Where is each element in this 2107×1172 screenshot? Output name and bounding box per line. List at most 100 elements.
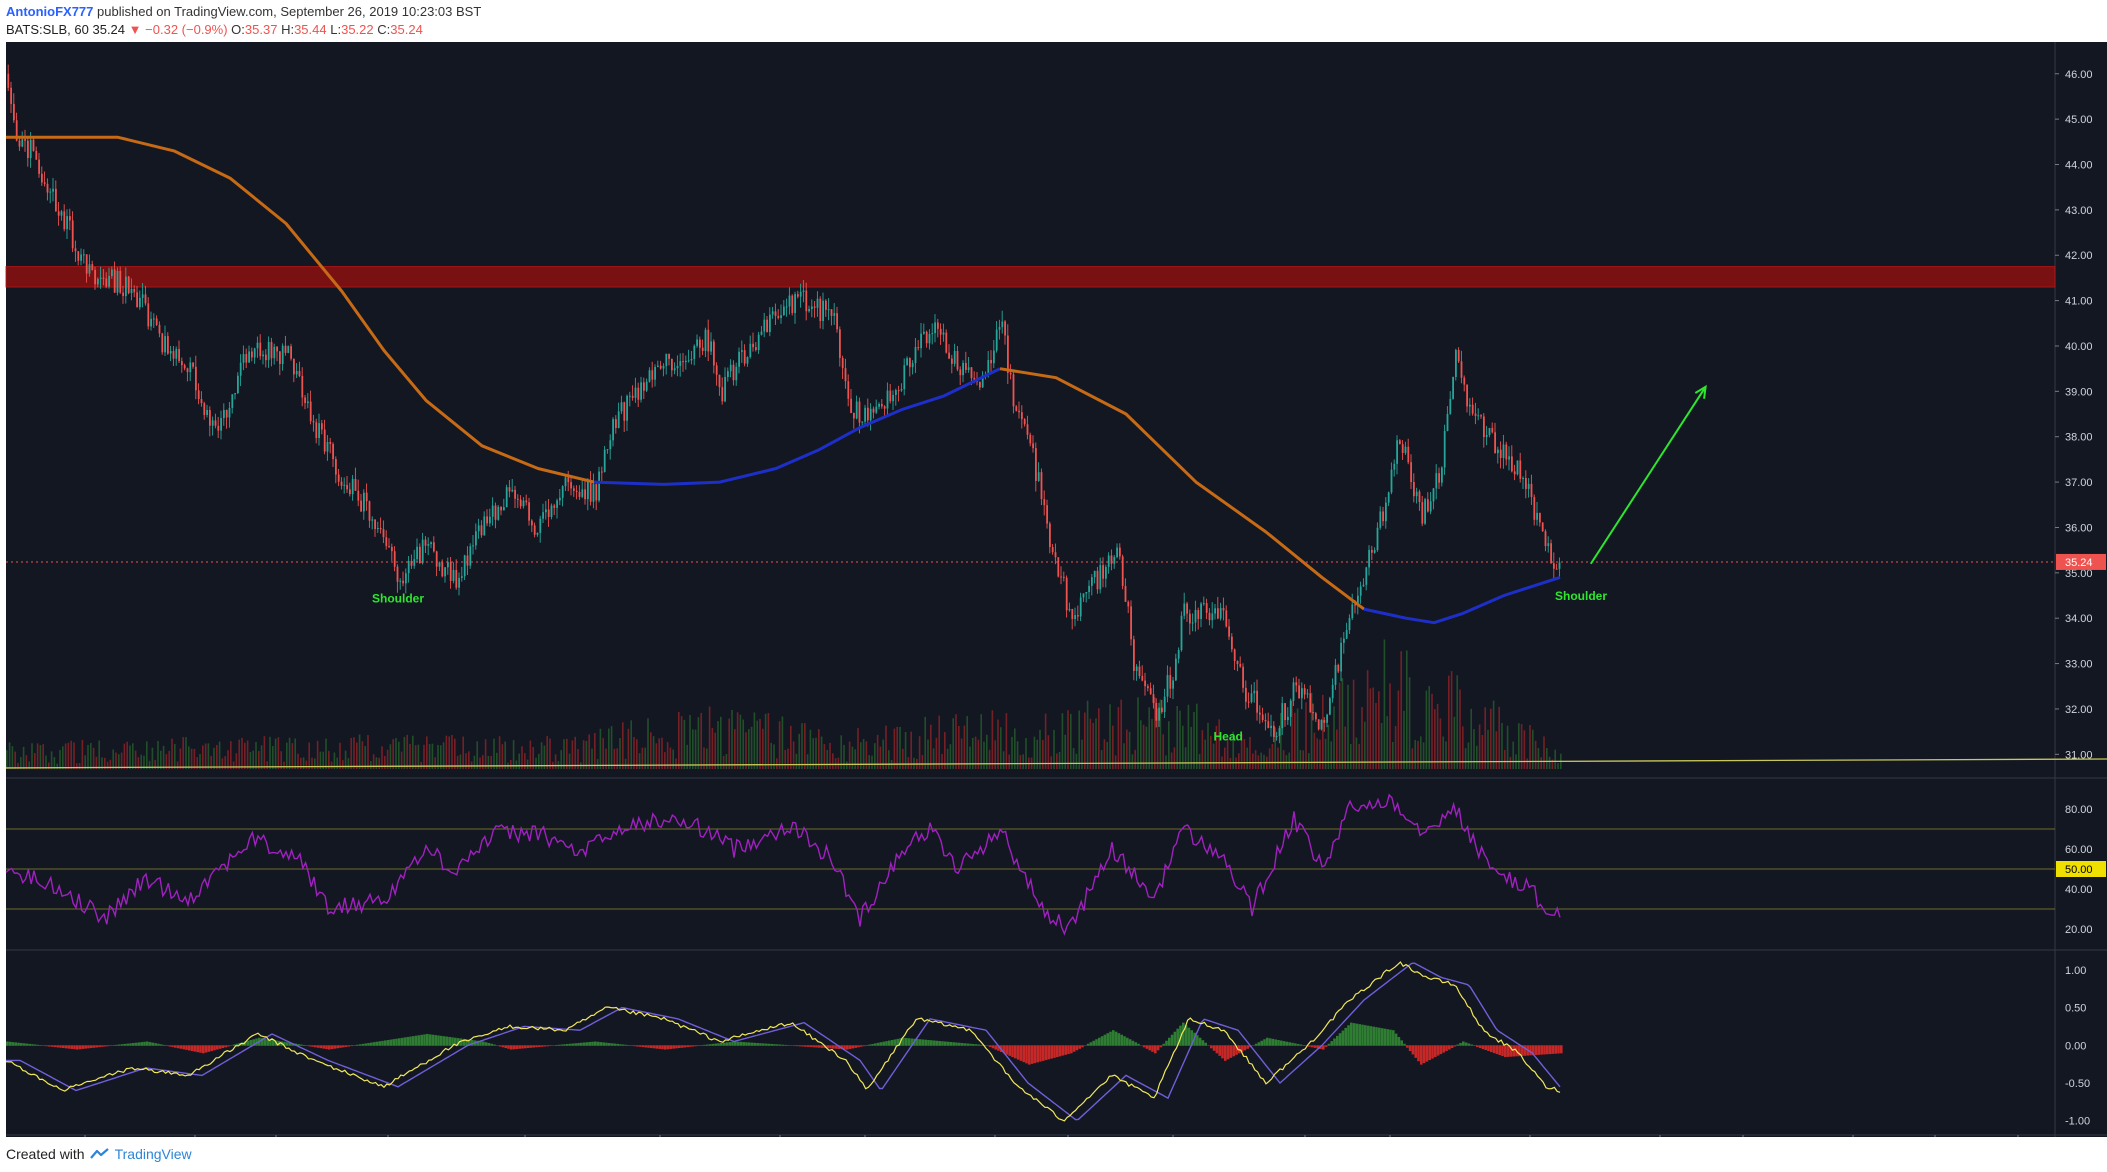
candle-body bbox=[1015, 406, 1018, 411]
candle-body bbox=[794, 294, 796, 313]
candle-body bbox=[1390, 469, 1393, 493]
volume-bar bbox=[860, 742, 862, 769]
macd-hist-bar bbox=[1428, 1045, 1431, 1061]
macd-hist-bar bbox=[585, 1042, 589, 1046]
candle-body bbox=[1536, 512, 1538, 520]
candle-body bbox=[1387, 492, 1390, 503]
macd-hist-bar bbox=[1162, 1043, 1165, 1046]
brand-link[interactable]: TradingView bbox=[114, 1146, 192, 1162]
author-link[interactable]: AntonioFX777 bbox=[6, 4, 94, 19]
macd-hist-bar bbox=[1554, 1045, 1557, 1054]
macd-hist-bar bbox=[1492, 1045, 1496, 1054]
macd-hist-bar bbox=[1120, 1034, 1123, 1046]
macd-hist-bar bbox=[1156, 1045, 1160, 1051]
candle-body bbox=[1555, 568, 1558, 570]
candle-body bbox=[1029, 434, 1032, 444]
volume-bar bbox=[448, 736, 450, 769]
candle-body bbox=[497, 506, 500, 520]
macd-hist-bar bbox=[504, 1045, 507, 1049]
macd-hist-bar bbox=[468, 1039, 471, 1046]
candle-body bbox=[144, 294, 147, 304]
candle-body bbox=[858, 401, 861, 423]
volume-bar bbox=[1044, 713, 1047, 769]
macd-hist-bar bbox=[56, 1045, 59, 1048]
macd-hist-bar bbox=[90, 1045, 93, 1049]
candle-body bbox=[1292, 682, 1295, 701]
last-price: 35.24 bbox=[92, 22, 126, 37]
volume-bar bbox=[955, 714, 957, 769]
candle-body bbox=[441, 562, 444, 577]
candle-body bbox=[363, 492, 365, 512]
macd-hist-bar bbox=[146, 1041, 149, 1046]
volume-bar bbox=[28, 761, 30, 769]
macd-hist-bar bbox=[969, 1043, 972, 1046]
volume-bar bbox=[1372, 687, 1374, 769]
candle-body bbox=[1247, 701, 1250, 703]
macd-hist-bar bbox=[826, 1045, 829, 1049]
macd-hist-bar bbox=[1408, 1045, 1412, 1052]
candle-body bbox=[617, 411, 620, 428]
macd-hist-bar bbox=[442, 1036, 446, 1046]
macd-hist-bar bbox=[507, 1045, 510, 1049]
candle-body bbox=[1121, 556, 1124, 587]
candle-body bbox=[1197, 610, 1200, 619]
candle-body bbox=[214, 420, 217, 426]
candle-body bbox=[864, 407, 866, 422]
macd-hist-bar bbox=[14, 1042, 17, 1046]
candle-body bbox=[547, 509, 550, 518]
macd-hist-bar bbox=[76, 1045, 79, 1050]
volume-bar bbox=[146, 741, 148, 769]
candle-body bbox=[332, 443, 334, 460]
candle-body bbox=[323, 429, 326, 452]
plot-background bbox=[6, 42, 2055, 1137]
candle-body bbox=[234, 393, 236, 395]
macd-hist-bar bbox=[1299, 1044, 1303, 1046]
volume-bar bbox=[594, 733, 596, 769]
candle-body bbox=[752, 343, 754, 348]
price-chart[interactable]: ShoulderHeadShoulder46.0045.0044.0043.00… bbox=[0, 42, 2107, 1137]
macd-hist-bar bbox=[420, 1034, 423, 1046]
candle-body bbox=[1186, 603, 1188, 614]
macd-hist-bar bbox=[1039, 1045, 1042, 1062]
volume-bar bbox=[501, 744, 504, 769]
volume-bar bbox=[459, 754, 462, 769]
volume-bar bbox=[714, 732, 716, 769]
macd-hist-bar bbox=[339, 1045, 342, 1048]
volume-bar bbox=[1190, 726, 1192, 769]
macd-hist-bar bbox=[1198, 1037, 1202, 1046]
candle-body bbox=[486, 516, 488, 524]
macd-hist-bar bbox=[868, 1044, 871, 1046]
macd-hist-bar bbox=[1296, 1043, 1300, 1046]
candle-body bbox=[1169, 675, 1172, 689]
candle-body bbox=[416, 546, 418, 560]
candle-body bbox=[783, 306, 785, 316]
candle-body bbox=[855, 401, 858, 419]
candle-body bbox=[1494, 432, 1496, 454]
candle-body bbox=[973, 378, 976, 380]
candle-body bbox=[872, 408, 875, 413]
price-tick-label: 31.00 bbox=[2065, 749, 2093, 761]
volume-bar bbox=[269, 736, 271, 769]
volume-bar bbox=[1106, 741, 1108, 769]
volume-bar bbox=[627, 728, 630, 769]
volume-bar bbox=[258, 750, 260, 769]
candle-body bbox=[1376, 527, 1379, 551]
candle-body bbox=[626, 395, 628, 421]
macd-hist-bar bbox=[1184, 1025, 1188, 1046]
candle-body bbox=[119, 270, 122, 293]
candle-body bbox=[491, 505, 494, 517]
candle-body bbox=[466, 555, 469, 566]
candle-body bbox=[231, 394, 234, 408]
macd-hist-bar bbox=[1002, 1045, 1006, 1054]
macd-hist-bar bbox=[1246, 1045, 1249, 1049]
volume-bar bbox=[31, 743, 33, 769]
volume-bar bbox=[1389, 683, 1391, 769]
volume-bar bbox=[1406, 650, 1408, 769]
candle-body bbox=[945, 332, 948, 353]
macd-hist-bar bbox=[910, 1038, 913, 1046]
volume-bar bbox=[417, 744, 420, 769]
volume-bar bbox=[991, 710, 994, 769]
macd-hist-bar bbox=[627, 1045, 631, 1046]
macd-hist-bar bbox=[1551, 1045, 1555, 1054]
candle-body bbox=[1191, 622, 1194, 624]
